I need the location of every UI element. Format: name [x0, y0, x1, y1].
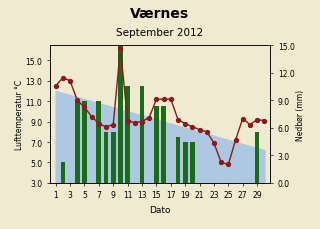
Y-axis label: Lufttemperatur °C: Lufttemperatur °C — [15, 79, 24, 149]
Bar — [154, 107, 159, 183]
Bar — [75, 102, 80, 183]
Bar — [118, 15, 123, 183]
Bar — [183, 142, 188, 183]
Bar — [140, 87, 144, 183]
Bar — [104, 132, 108, 183]
Bar — [176, 137, 180, 183]
Bar — [82, 102, 87, 183]
Bar — [97, 102, 101, 183]
Bar — [161, 107, 166, 183]
Bar — [60, 163, 65, 183]
Bar — [125, 87, 130, 183]
Text: September 2012: September 2012 — [116, 27, 204, 37]
Bar — [255, 132, 260, 183]
Y-axis label: Nedbør (mm): Nedbør (mm) — [296, 89, 305, 140]
Text: Værnes: Værnes — [131, 7, 189, 21]
Bar — [111, 132, 116, 183]
Bar — [190, 142, 195, 183]
X-axis label: Dato: Dato — [149, 205, 171, 214]
